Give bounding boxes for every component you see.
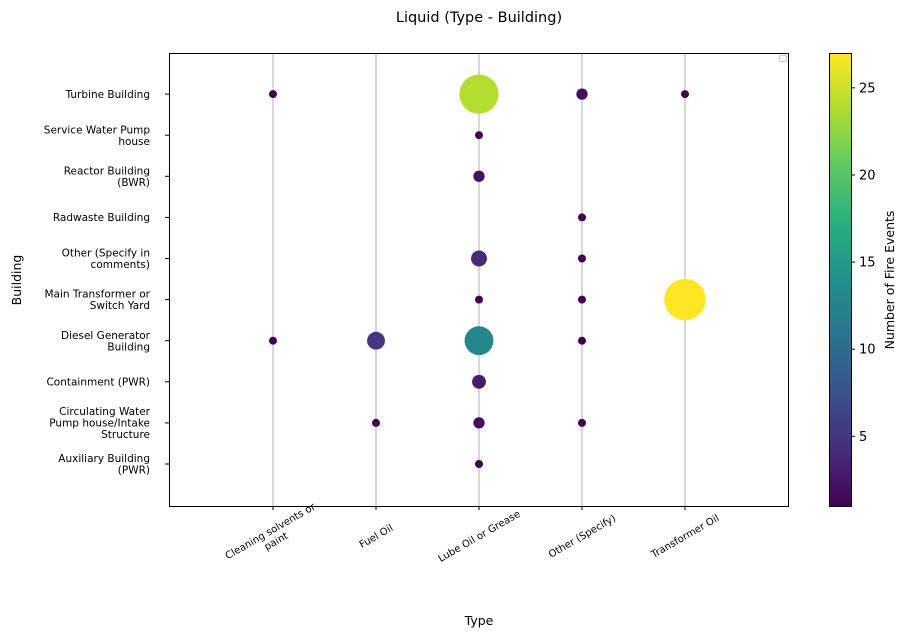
data-point [578, 418, 586, 427]
data-point [576, 88, 588, 100]
data-point [578, 213, 586, 222]
colorbar-tick-label: 20 [859, 169, 876, 184]
colorbar-tick-label: 10 [859, 343, 876, 358]
data-point [269, 90, 277, 99]
colorbar [829, 53, 852, 507]
x-tick-label: Transformer Oil [649, 513, 722, 561]
data-point [475, 460, 483, 468]
data-point [459, 74, 499, 114]
y-tick-label: Other (Specify in comments) [62, 248, 150, 272]
y-tick-label: Turbine Building [65, 89, 150, 101]
data-point [578, 254, 586, 263]
data-point [578, 336, 586, 345]
data-point [269, 336, 277, 345]
x-tick-label: Other (Specify) [547, 513, 618, 560]
y-axis-ticks: Auxiliary Building (PWR) Circulating Water… [44, 89, 169, 477]
data-point [681, 90, 689, 99]
x-axis-ticks: Cleaning solvents orpaint Fuel Oil Lube Oi… [224, 501, 722, 572]
y-axis-label: Building [9, 255, 24, 306]
data-point [473, 417, 485, 429]
y-tick-label: Diesel Generator Building [61, 330, 151, 354]
colorbar-tick-label: 15 [859, 256, 876, 271]
data-point [664, 278, 706, 321]
data-points [269, 74, 706, 468]
colorbar-ticks: 5 10 15 20 25 [851, 81, 876, 445]
gridlines [272, 53, 686, 506]
data-point [464, 326, 494, 356]
y-tick-label: Radwaste Building [53, 212, 150, 224]
y-tick-label: Circulating Water Pump house/Intake Struct… [49, 406, 150, 441]
data-point [578, 295, 586, 304]
x-axis-label: Type [464, 613, 494, 628]
y-tick-label: Reactor Building (BWR) [64, 165, 150, 189]
y-tick-label: Main Transformer or Switch Yard [45, 289, 151, 313]
data-point [367, 331, 385, 350]
legend-box [779, 55, 787, 62]
data-point [472, 374, 486, 389]
colorbar-label: Number of Fire Events [882, 211, 897, 350]
data-point [475, 295, 483, 304]
data-point [372, 418, 380, 427]
colorbar-tick-label: 25 [859, 81, 876, 96]
data-point [475, 131, 483, 140]
y-tick-label: Containment (PWR) [46, 377, 150, 389]
data-point [471, 250, 487, 267]
x-tick-label: Lube Oil or Grease [437, 509, 523, 565]
x-tick-label: Fuel Oil [358, 523, 396, 551]
y-tick-label: Auxiliary Building (PWR) [58, 453, 150, 477]
x-tick-label: Cleaning solvents orpaint [224, 501, 324, 572]
data-point [473, 170, 485, 182]
y-tick-label: Service Water Pump house [44, 124, 151, 148]
chart-title: Liquid (Type - Building) [396, 10, 562, 26]
colorbar-tick-label: 5 [859, 430, 867, 445]
